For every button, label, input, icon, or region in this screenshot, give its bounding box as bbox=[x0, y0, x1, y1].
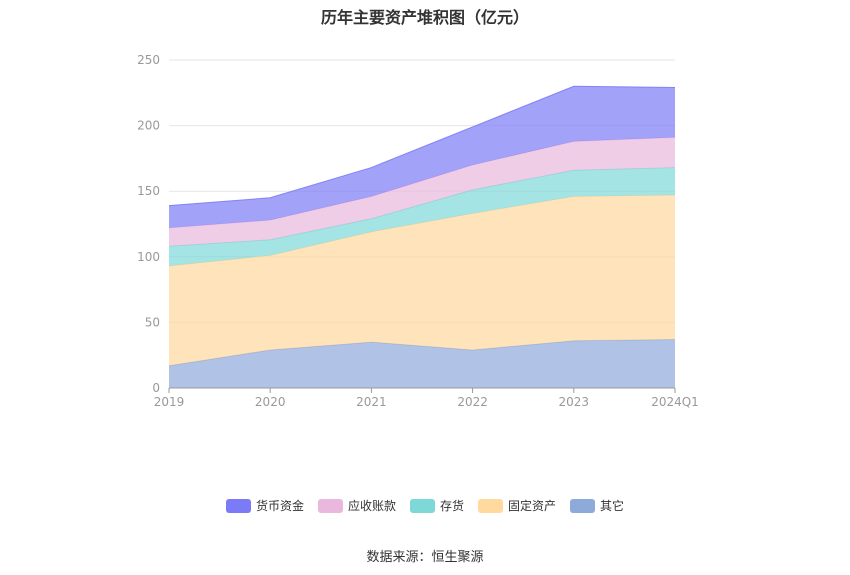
legend-swatch bbox=[409, 498, 435, 513]
area-series-0 bbox=[169, 339, 675, 388]
legend: 货币资金 应收账款 存货 固定资产 其它 bbox=[0, 497, 850, 514]
legend-label: 货币资金 bbox=[255, 499, 304, 513]
legend-swatch bbox=[570, 498, 596, 513]
legend-item[interactable]: 存货 bbox=[409, 497, 464, 514]
legend-swatch bbox=[225, 498, 251, 513]
legend-item[interactable]: 固定资产 bbox=[478, 497, 556, 514]
area-series-1 bbox=[169, 195, 675, 366]
source-note: 数据来源：恒生聚源 bbox=[366, 550, 484, 565]
y-tick-label: 50 bbox=[145, 315, 160, 329]
x-tick-label: 2022 bbox=[457, 395, 488, 409]
y-tick-label: 150 bbox=[137, 184, 160, 198]
legend-label: 应收账款 bbox=[347, 499, 396, 513]
chart-title: 历年主要资产堆积图（亿元） bbox=[320, 8, 529, 27]
area-series-3 bbox=[169, 137, 675, 247]
x-tick-label: 2023 bbox=[559, 395, 590, 409]
y-tick-label: 200 bbox=[137, 119, 160, 133]
area-series-line-4 bbox=[168, 85, 676, 207]
x-tick-label: 2024Q1 bbox=[651, 395, 699, 409]
legend-item[interactable]: 应收账款 bbox=[317, 497, 396, 514]
y-tick-label: 100 bbox=[137, 250, 160, 264]
legend-item[interactable]: 货币资金 bbox=[225, 497, 304, 514]
legend-label: 固定资产 bbox=[508, 499, 557, 513]
x-tick-label: 2021 bbox=[356, 395, 387, 409]
legend-label: 存货 bbox=[439, 499, 464, 513]
area-series-4 bbox=[169, 86, 675, 228]
legend-label: 其它 bbox=[600, 499, 625, 513]
y-tick-label: 0 bbox=[152, 381, 160, 395]
area-series-2 bbox=[169, 167, 675, 266]
legend-item[interactable]: 其它 bbox=[570, 497, 624, 514]
x-tick-label: 2019 bbox=[154, 395, 185, 409]
legend-swatch bbox=[478, 498, 503, 513]
legend-swatch bbox=[317, 498, 343, 513]
y-tick-label: 250 bbox=[137, 53, 160, 67]
x-tick-label: 2020 bbox=[255, 395, 286, 409]
